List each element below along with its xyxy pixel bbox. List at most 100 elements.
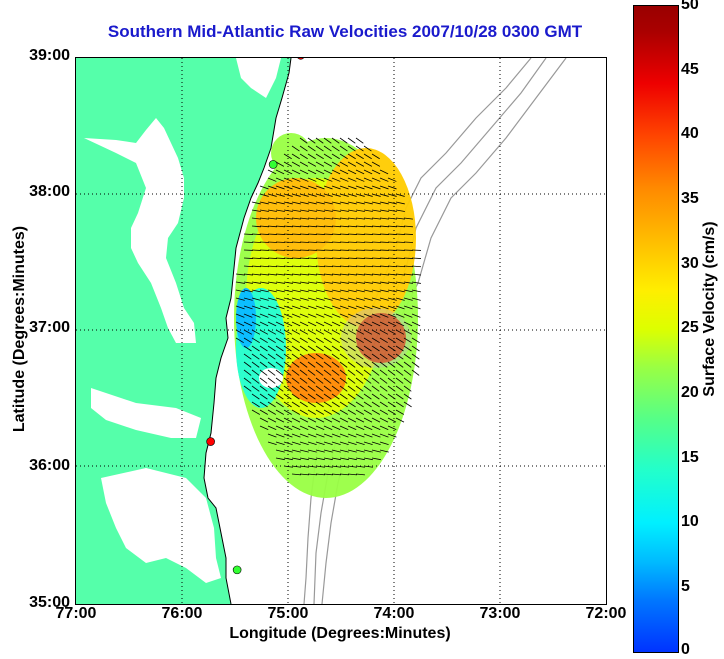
velocity-arrow bbox=[355, 441, 365, 446]
velocity-arrow bbox=[379, 313, 389, 318]
velocity-arrow bbox=[267, 369, 276, 376]
velocity-arrow bbox=[347, 465, 357, 468]
velocity-arrow bbox=[243, 273, 253, 276]
velocity-arrow bbox=[275, 225, 286, 228]
velocity-arrow bbox=[283, 433, 293, 438]
velocity-arrow bbox=[291, 369, 300, 376]
velocity-arrow bbox=[259, 369, 268, 376]
velocity-arrow bbox=[267, 201, 277, 205]
velocity-arrow bbox=[275, 345, 284, 352]
velocity-arrow bbox=[339, 153, 348, 160]
velocity-arrow bbox=[291, 361, 300, 368]
velocity-arrow bbox=[315, 217, 325, 220]
velocity-arrow bbox=[299, 457, 309, 461]
velocity-arrow bbox=[347, 193, 357, 197]
velocity-arrow bbox=[339, 433, 349, 438]
velocity-arrow bbox=[403, 345, 412, 352]
velocity-arrow bbox=[323, 305, 333, 310]
velocity-arrow bbox=[315, 473, 325, 476]
velocity-arrow bbox=[299, 345, 308, 352]
velocity-arrow bbox=[323, 385, 332, 392]
velocity-arrow bbox=[331, 201, 341, 205]
velocity-arrow bbox=[307, 289, 317, 293]
velocity-arrow bbox=[259, 281, 269, 284]
velocity-arrow bbox=[355, 313, 365, 318]
velocity-arrow bbox=[403, 217, 413, 220]
velocity-arrow bbox=[363, 209, 373, 212]
velocity-arrow bbox=[291, 393, 300, 400]
velocity-arrow bbox=[243, 257, 254, 259]
velocity-arrow bbox=[235, 281, 245, 284]
velocity-arrow bbox=[267, 409, 276, 415]
velocity-arrow bbox=[315, 161, 325, 167]
velocity-arrow bbox=[411, 281, 421, 284]
velocity-arrow bbox=[347, 473, 357, 476]
velocity-arrow bbox=[307, 137, 316, 144]
velocity-arrow bbox=[307, 361, 316, 368]
velocity-arrow bbox=[355, 337, 364, 344]
velocity-arrow bbox=[355, 345, 364, 352]
velocity-arrow bbox=[291, 449, 301, 453]
velocity-arrow bbox=[275, 265, 286, 268]
velocity-field bbox=[234, 133, 418, 498]
velocity-arrow bbox=[259, 409, 268, 415]
velocity-arrow bbox=[379, 305, 389, 310]
velocity-arrow bbox=[355, 409, 364, 415]
velocity-arrow bbox=[331, 137, 340, 144]
velocity-arrow bbox=[299, 449, 309, 453]
velocity-arrow bbox=[347, 409, 356, 415]
velocity-arrow bbox=[347, 449, 357, 453]
velocity-arrow bbox=[275, 433, 285, 438]
velocity-arrow bbox=[259, 425, 269, 431]
velocity-arrow bbox=[363, 329, 373, 335]
velocity-arrow bbox=[355, 393, 364, 400]
velocity-arrow bbox=[339, 257, 350, 259]
velocity-arrow bbox=[283, 377, 292, 384]
velocity-arrow bbox=[395, 377, 404, 384]
velocity-arrow bbox=[307, 369, 316, 376]
velocity-arrow bbox=[251, 281, 261, 284]
velocity-arrow bbox=[387, 193, 397, 197]
velocity-arrow bbox=[315, 265, 326, 268]
velocity-arrow bbox=[283, 353, 292, 360]
coastline bbox=[203, 58, 292, 604]
velocity-arrow bbox=[291, 385, 300, 392]
velocity-arrow bbox=[331, 473, 341, 476]
velocity-arrow bbox=[379, 345, 388, 352]
velocity-arrow bbox=[347, 433, 357, 438]
velocity-arrow bbox=[299, 337, 308, 344]
velocity-arrow bbox=[371, 361, 380, 368]
velocity-arrow bbox=[339, 217, 349, 220]
lat-tick-0: 39:00 bbox=[29, 47, 70, 64]
velocity-arrow bbox=[251, 329, 261, 335]
velocity-arrow bbox=[323, 137, 332, 144]
velocity-arrow bbox=[307, 297, 317, 301]
velocity-arrow bbox=[331, 233, 342, 235]
velocity-arrow bbox=[275, 409, 284, 415]
velocity-arrow bbox=[387, 329, 397, 335]
velocity-arrow bbox=[395, 217, 405, 220]
velocity-arrow bbox=[331, 305, 341, 310]
velocity-arrow bbox=[267, 433, 277, 438]
velocity-arrow bbox=[379, 393, 388, 400]
velocity-arrow bbox=[371, 345, 380, 352]
velocity-arrow bbox=[331, 433, 341, 438]
velocity-arrow bbox=[395, 417, 405, 423]
velocity-arrow bbox=[331, 329, 341, 335]
velocity-arrow bbox=[395, 321, 405, 327]
velocity-arrow bbox=[331, 449, 341, 453]
velocity-arrow bbox=[243, 385, 252, 392]
velocity-arrow bbox=[339, 369, 348, 376]
velocity-arrow bbox=[395, 393, 404, 400]
velocity-arrow bbox=[379, 433, 389, 438]
velocity-arrow bbox=[387, 321, 397, 327]
velocity-arrow bbox=[347, 417, 357, 423]
velocity-arrow bbox=[323, 417, 333, 423]
velocity-arrow bbox=[403, 289, 413, 293]
velocity-arrow bbox=[323, 361, 332, 368]
velocity-arrow bbox=[323, 273, 333, 276]
station-1 bbox=[297, 58, 305, 60]
velocity-arrow bbox=[339, 457, 349, 461]
velocity-arrow bbox=[259, 289, 269, 293]
velocity-arrow bbox=[339, 177, 349, 182]
